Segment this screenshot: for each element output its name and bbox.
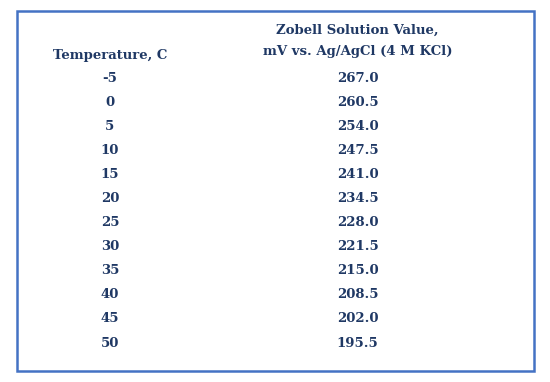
Text: 241.0: 241.0	[337, 168, 378, 181]
Text: 234.5: 234.5	[337, 192, 378, 205]
Text: mV vs. Ag/AgCl (4 M KCl): mV vs. Ag/AgCl (4 M KCl)	[263, 45, 452, 58]
Text: 20: 20	[101, 192, 119, 205]
Text: 221.5: 221.5	[337, 240, 378, 253]
FancyBboxPatch shape	[16, 11, 534, 371]
Text: 0: 0	[106, 96, 114, 109]
Text: 15: 15	[101, 168, 119, 181]
Text: 30: 30	[101, 240, 119, 253]
Text: 215.0: 215.0	[337, 264, 378, 277]
Text: 25: 25	[101, 216, 119, 229]
Text: 5: 5	[106, 120, 114, 133]
Text: 10: 10	[101, 144, 119, 157]
Text: 247.5: 247.5	[337, 144, 378, 157]
Text: 35: 35	[101, 264, 119, 277]
Text: 208.5: 208.5	[337, 288, 378, 301]
Text: 195.5: 195.5	[337, 337, 378, 350]
Text: Temperature, C: Temperature, C	[53, 49, 167, 62]
Text: 267.0: 267.0	[337, 72, 378, 85]
Text: 254.0: 254.0	[337, 120, 378, 133]
Text: Zobell Solution Value,: Zobell Solution Value,	[276, 24, 439, 37]
Text: 202.0: 202.0	[337, 312, 378, 325]
Text: 260.5: 260.5	[337, 96, 378, 109]
Text: 50: 50	[101, 337, 119, 350]
Text: 40: 40	[101, 288, 119, 301]
Text: 228.0: 228.0	[337, 216, 378, 229]
Text: 45: 45	[101, 312, 119, 325]
Text: -5: -5	[102, 72, 118, 85]
